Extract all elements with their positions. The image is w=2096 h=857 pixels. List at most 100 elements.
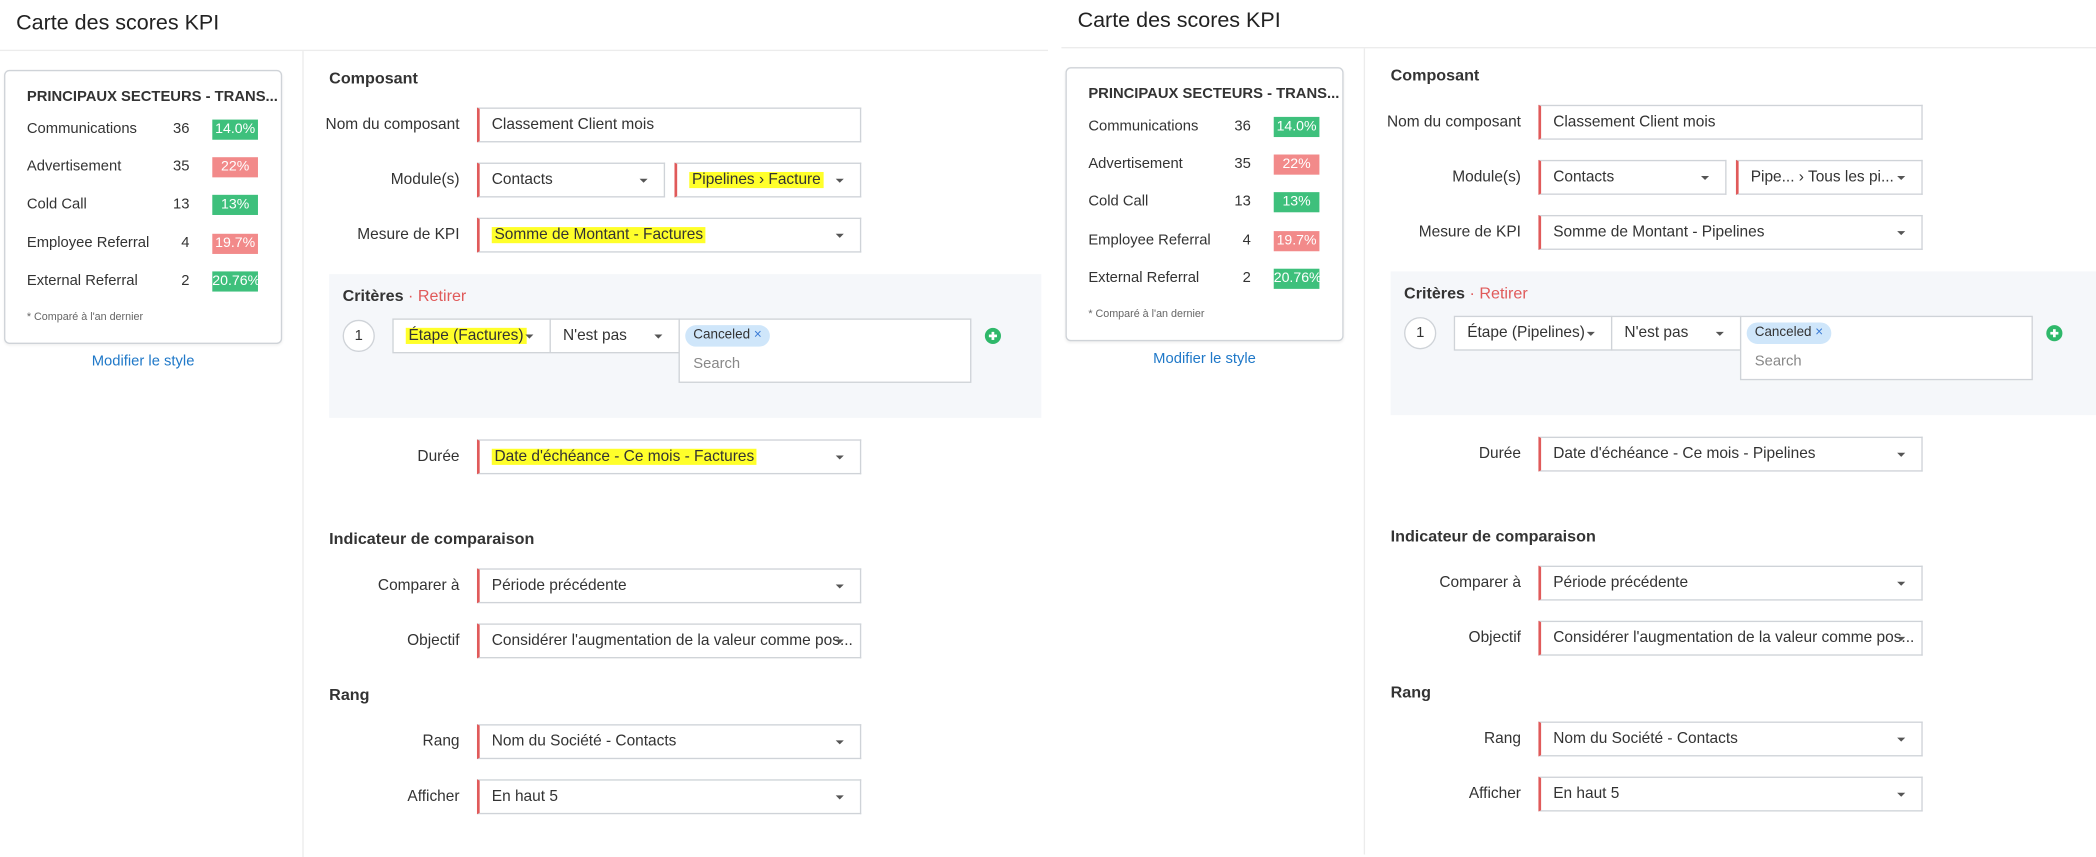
dropdown[interactable]: Contacts [476, 162, 666, 198]
criteria-box: Critères · Retirer 1 Étape (Pipelines) N'es… [1390, 271, 2096, 416]
row-value: 4 [1242, 231, 1251, 249]
criteria-values[interactable]: Canceled × Search [678, 318, 972, 383]
row-label: Cold Call [26, 196, 87, 213]
row-badge: 20.76% [212, 271, 260, 292]
row-badge: 13% [212, 195, 258, 216]
row-badge: 13% [1273, 192, 1320, 213]
remove-link[interactable]: Retirer [417, 286, 467, 305]
section-heading: Indicateur de comparaison [1390, 526, 1596, 546]
dropdown[interactable]: Considérer l'augmentation de la valeur c… [476, 623, 862, 659]
row-value: 2 [181, 272, 190, 289]
input-text: Somme de Montant - Pipelines [1553, 224, 1765, 241]
criteria-index: 1 [1404, 317, 1437, 350]
preview-note: * Comparé à l'an dernier [26, 310, 144, 323]
row-badge: 22% [1273, 154, 1320, 175]
remove-link[interactable]: Retirer [1479, 283, 1528, 303]
criteria-operator[interactable]: N'est pas [549, 318, 680, 354]
field-label: Rang [1484, 730, 1521, 748]
dropdown[interactable]: Pipelines › Facture [674, 162, 862, 198]
caret [835, 639, 844, 644]
input-text: Classement Client mois [491, 116, 655, 134]
field-text: Étape (Factures) [405, 327, 527, 344]
dropdown[interactable]: Nom du Société - Contacts [1538, 721, 1923, 757]
input-text: Contacts [491, 171, 553, 189]
panel: Carte des scores KPI PRINCIPAUX SECTEURS … [1061, 0, 2096, 855]
input-text: Pipelines › Facture [689, 171, 824, 189]
add-criteria[interactable] [2046, 325, 2063, 342]
preview-card: PRINCIPAUX SECTEURS - TRANS... Communicat… [4, 69, 283, 344]
criteria-field[interactable]: Étape (Pipelines) [1453, 315, 1613, 351]
field-label: Durée [1478, 446, 1521, 463]
criteria-title: Critères [342, 286, 404, 305]
criteria-field[interactable]: Étape (Factures) [392, 318, 551, 354]
dropdown[interactable]: Pipe... › Tous les pi... [1735, 159, 1923, 195]
value-tag: Canceled × [685, 325, 770, 347]
dropdown[interactable]: Considérer l'augmentation de la valeur c… [1538, 620, 1923, 656]
caret [835, 740, 844, 745]
row-badge: 14.0% [1273, 116, 1320, 138]
row-label: Communications [26, 120, 137, 138]
criteria-values[interactable]: Canceled × Search [1739, 315, 2033, 381]
row-label: Cold Call [1088, 194, 1149, 211]
row-value: 4 [181, 234, 190, 251]
field-label: Comparer à [377, 577, 460, 594]
field-label: Objectif [1468, 630, 1521, 647]
style-link[interactable]: Modifier le style [91, 353, 195, 370]
tag-text: Canceled [1754, 325, 1812, 340]
dropdown[interactable]: Nom du Société - Contacts [476, 724, 862, 760]
criteria-heading: Critères · Retirer [342, 286, 467, 305]
dropdown[interactable]: Période précédente [476, 568, 862, 604]
criteria-box: Critères · Retirer 1 Étape (Factures) N'est… [329, 274, 1042, 418]
panel: Carte des scores KPI PRINCIPAUX SECTEURS … [0, 0, 1049, 857]
dropdown[interactable]: Somme de Montant - Factures [476, 217, 862, 253]
sidebar-divider [302, 51, 304, 857]
field-label: Mesure de KPI [1418, 224, 1521, 241]
input-text: Classement Client mois [1553, 114, 1716, 131]
row-value: 13 [172, 196, 190, 213]
row-value: 13 [1234, 194, 1251, 211]
caret [525, 334, 534, 339]
input-text: En haut 5 [1553, 786, 1620, 803]
row-badge: 20.76% [1273, 268, 1322, 289]
caret [654, 334, 663, 339]
text-input[interactable]: Classement Client mois [1538, 104, 1923, 140]
page-title: Carte des scores KPI [1077, 9, 1281, 33]
caret [1897, 452, 1906, 457]
text-input[interactable]: Classement Client mois [476, 107, 862, 143]
add-criteria[interactable] [984, 327, 1001, 344]
field-label: Module(s) [1452, 169, 1521, 186]
dropdown[interactable]: Contacts [1538, 159, 1727, 195]
preview-title: PRINCIPAUX SECTEURS - TRANS... [1088, 85, 1340, 103]
input-text: Considérer l'augmentation de la valeur c… [1553, 630, 1915, 647]
section-heading: Composant [1390, 65, 1480, 85]
field-label: Comparer à [1439, 575, 1521, 592]
row-label: External Referral [1088, 269, 1200, 286]
row-value: 35 [1234, 156, 1251, 173]
criteria-operator[interactable]: N'est pas [1610, 315, 1742, 351]
input-text: Considérer l'augmentation de la valeur c… [491, 632, 853, 649]
style-link[interactable]: Modifier le style [1153, 350, 1256, 367]
sidebar-divider [1363, 48, 1366, 855]
dropdown[interactable]: Date d'échéance - Ce mois - Pipelines [1538, 436, 1923, 472]
search-placeholder: Search [693, 356, 741, 373]
dropdown[interactable]: Somme de Montant - Pipelines [1538, 214, 1923, 250]
section-heading: Rang [1390, 682, 1431, 702]
caret [835, 795, 844, 800]
caret [1897, 581, 1906, 586]
input-text: Date d'échéance - Ce mois - Pipelines [1553, 446, 1816, 463]
row-badge: 19.7% [1273, 230, 1320, 251]
row-label: Employee Referral [26, 234, 150, 251]
dropdown[interactable]: Période précédente [1538, 565, 1923, 601]
section-heading: Indicateur de comparaison [329, 529, 535, 549]
field-label: Module(s) [390, 171, 460, 189]
dropdown[interactable]: En haut 5 [1538, 776, 1923, 812]
row-badge: 14.0% [212, 119, 258, 140]
caret [835, 584, 844, 589]
dropdown[interactable]: En haut 5 [476, 779, 862, 815]
field-label: Afficher [407, 788, 460, 805]
dropdown[interactable]: Date d'échéance - Ce mois - Factures [476, 439, 862, 475]
search-placeholder: Search [1754, 353, 1802, 370]
field-label: Mesure de KPI [357, 227, 460, 244]
caret [1715, 331, 1724, 336]
